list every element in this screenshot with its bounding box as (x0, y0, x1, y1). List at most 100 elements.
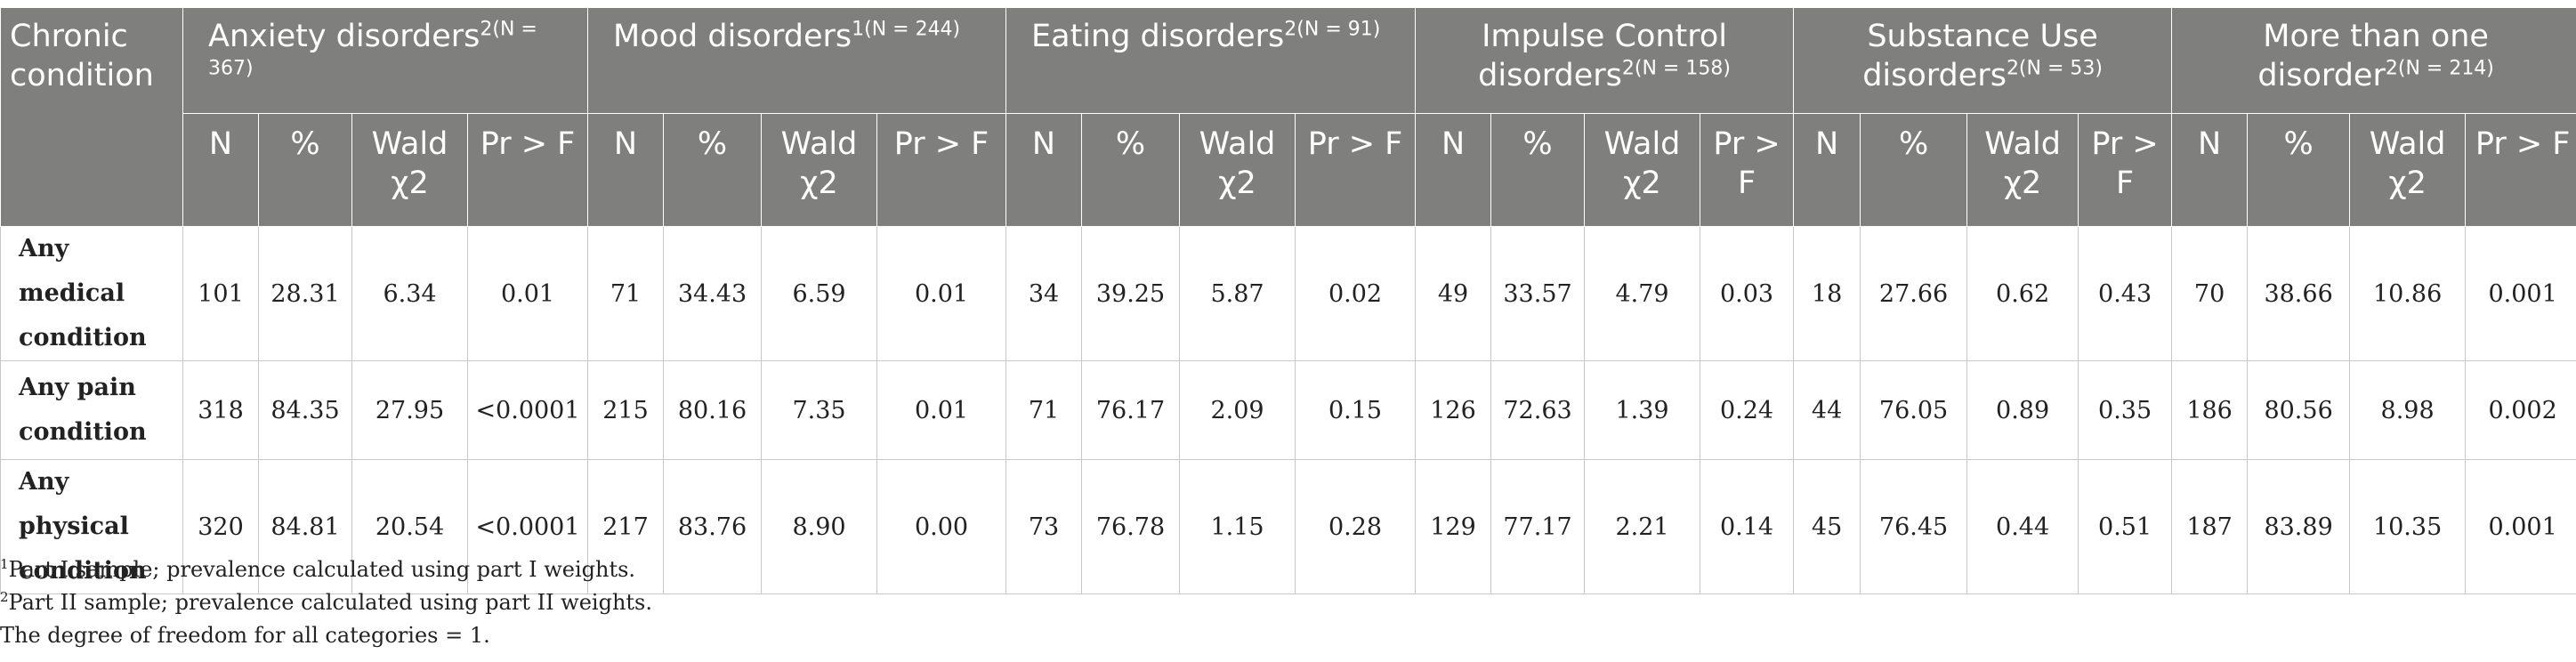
table-cell: 10.35 (2349, 459, 2467, 594)
table-cell: 80.56 (2247, 360, 2351, 460)
table-cell: 5.87 (1179, 226, 1296, 361)
table-cell: 76.05 (1860, 360, 1968, 460)
table-cell: 76.17 (1081, 360, 1181, 460)
table-cell: 83.89 (2247, 459, 2351, 594)
subcol-n: N (1793, 113, 1861, 227)
table-cell: 0.01 (467, 226, 588, 361)
table-cell: 73 (1005, 459, 1083, 594)
table-cell: 49 (1415, 226, 1492, 361)
table-cell: 0.24 (1700, 360, 1795, 460)
subcol-wald: Wald χ2 (1966, 113, 2079, 227)
table-cell: 0.03 (1700, 226, 1795, 361)
table-cell: 28.31 (258, 226, 352, 361)
table-cell: 4.79 (1584, 226, 1701, 361)
table-cell: 27.66 (1860, 226, 1968, 361)
subcol-pr: Pr > F (2465, 113, 2576, 227)
subcol-wald: Wald χ2 (1584, 113, 1701, 227)
subcol-pct: % (2247, 113, 2351, 227)
table-cell: 0.35 (2078, 360, 2173, 460)
table-cell: 38.66 (2247, 226, 2351, 361)
table-cell: 34.43 (663, 226, 762, 361)
table-cell: 44 (1793, 360, 1861, 460)
footnote-1: 1Part I sample; prevalence calculated us… (0, 556, 636, 582)
table-row: Any medical condition 101 28.31 6.34 0.01 71 3… (0, 226, 2576, 361)
footnote-3: The degree of freedom for all categories… (0, 623, 490, 648)
subcol-pct: % (1081, 113, 1181, 227)
subcol-pr: Pr > F (2078, 113, 2173, 227)
table-cell: 0.62 (1966, 226, 2079, 361)
results-table: Chronic condition Anxiety disorders2(N =… (0, 7, 2576, 594)
row-label: Any medical condition (0, 226, 183, 361)
table-cell: 0.44 (1966, 459, 2079, 594)
table-cell: 8.98 (2349, 360, 2467, 460)
table-cell: 72.63 (1490, 360, 1586, 460)
table-cell: 71 (587, 226, 664, 361)
header-mood: Mood disorders1(N = 244) (586, 7, 1007, 114)
subcol-n: N (2171, 113, 2249, 227)
table-cell: 71 (1005, 360, 1083, 460)
subcol-n: N (1415, 113, 1492, 227)
table-cell: 39.25 (1081, 226, 1181, 361)
subcol-wald: Wald χ2 (761, 113, 877, 227)
table-cell: 0.001 (2465, 226, 2576, 361)
table-cell: <0.0001 (467, 360, 588, 460)
table-cell: 0.43 (2078, 226, 2173, 361)
table-cell: 76.78 (1081, 459, 1181, 594)
header-group-row: Chronic condition Anxiety disorders2(N =… (0, 7, 2576, 227)
table-cell: 215 (587, 360, 664, 460)
table-cell: 0.01 (876, 360, 1007, 460)
table-cell: 186 (2171, 360, 2249, 460)
subcol-pr: Pr > F (1295, 113, 1417, 227)
table-cell: 18 (1793, 226, 1861, 361)
header-chronic-condition: Chronic condition (0, 7, 183, 227)
header-eating: Eating disorders2(N = 91) (1005, 7, 1417, 114)
table-cell: 70 (2171, 226, 2249, 361)
table-cell: 7.35 (761, 360, 877, 460)
table-cell: 187 (2171, 459, 2249, 594)
table-footnotes: 1Part I sample; prevalence calculated us… (0, 553, 652, 652)
header-more-than-one: More than one disorder2(N = 214) (2171, 7, 2576, 114)
table-cell: 0.002 (2465, 360, 2576, 460)
table-cell: 0.15 (1295, 360, 1417, 460)
table-cell: 45 (1793, 459, 1861, 594)
table-row: Any pain condition 318 84.35 27.95 <0.0001 21… (0, 360, 2576, 460)
table-cell: <0.0001 (467, 459, 588, 594)
table-cell: 2.09 (1179, 360, 1296, 460)
table-cell: 0.28 (1295, 459, 1417, 594)
header-substance: Substance Use disorders2(N = 53) (1793, 7, 2173, 114)
table-cell: 0.89 (1966, 360, 2079, 460)
table-cell: 84.35 (258, 360, 352, 460)
subcol-n: N (587, 113, 664, 227)
subcol-wald: Wald χ2 (2349, 113, 2467, 227)
table-cell: 8.90 (761, 459, 877, 594)
header-anxiety: Anxiety disorders2(N = 367) (182, 7, 588, 114)
subcol-wald: Wald χ2 (1179, 113, 1296, 227)
row-label: Any pain condition (0, 360, 183, 460)
table-cell: 80.16 (663, 360, 762, 460)
table-cell: 6.34 (351, 226, 468, 361)
table-cell: 217 (587, 459, 664, 594)
table-cell: 0.00 (876, 459, 1007, 594)
subcol-pct: % (258, 113, 352, 227)
table-cell: 83.76 (663, 459, 762, 594)
table-cell: 10.86 (2349, 226, 2467, 361)
table-cell: 76.45 (1860, 459, 1968, 594)
table-cell: 84.81 (258, 459, 352, 594)
table-cell: 20.54 (351, 459, 468, 594)
subcol-pr: Pr > F (467, 113, 588, 227)
table-cell: 0.51 (2078, 459, 2173, 594)
table-cell: 1.15 (1179, 459, 1296, 594)
table-cell: 33.57 (1490, 226, 1586, 361)
table-cell: 6.59 (761, 226, 877, 361)
header-impulse: Impulse Control disorders2(N = 158) (1415, 7, 1795, 114)
table-cell: 101 (182, 226, 259, 361)
subcol-n: N (1005, 113, 1083, 227)
table-cell: 0.01 (876, 226, 1007, 361)
subcol-wald: Wald χ2 (351, 113, 468, 227)
subcol-n: N (182, 113, 259, 227)
subcol-pr: Pr > F (876, 113, 1007, 227)
table-cell: 77.17 (1490, 459, 1586, 594)
header-subcol-row: N % Wald χ2 Pr > F N % Wald χ2 Pr > F N … (1, 113, 2576, 227)
table-cell: 1.39 (1584, 360, 1701, 460)
table-cell: 318 (182, 360, 259, 460)
